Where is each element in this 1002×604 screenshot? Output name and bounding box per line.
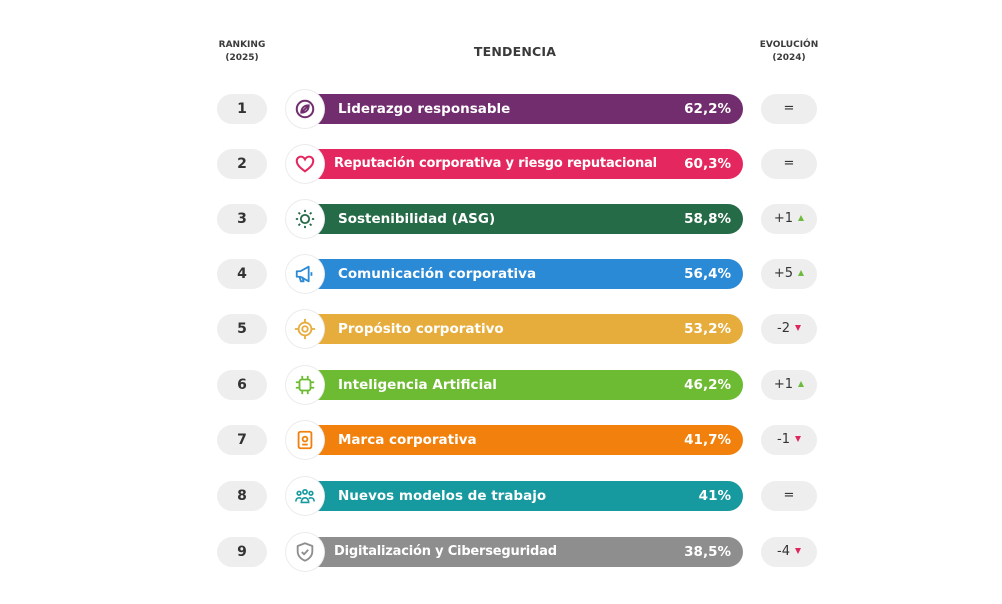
evolution-value: = [783, 488, 795, 503]
bar-value-label: 56,4% [684, 266, 731, 282]
arrow-down-icon [794, 324, 801, 331]
ranking-row: 5 Propósito corporativo 53,2% -2 [0, 309, 1002, 349]
ranking-row: 9 Digitalización y Ciberseguridad 38,5% … [0, 532, 1002, 572]
bar: Liderazgo responsable 62,2% [300, 94, 743, 124]
rank-badge: 2 [217, 149, 267, 179]
ranking-row: 7 Marca corporativa 41,7% -1 [0, 420, 1002, 460]
badge-icon [294, 429, 316, 451]
bar-label: Digitalización y Ciberseguridad [334, 544, 557, 559]
evolution-value: +5 [773, 266, 794, 281]
arrow-down-icon [794, 435, 801, 442]
bar-value-label: 38,5% [684, 544, 731, 560]
bar: Marca corporativa 41,7% [300, 425, 743, 455]
bar: Digitalización y Ciberseguridad 38,5% [300, 537, 743, 567]
bar-label: Reputación corporativa y riesgo reputaci… [334, 156, 657, 171]
bar-label: Liderazgo responsable [338, 101, 511, 117]
rank-badge: 1 [217, 94, 267, 124]
evolution-header-line1: EVOLUCIÓN [759, 40, 819, 50]
arrow-up-icon [798, 214, 805, 221]
icon-badge [286, 366, 324, 404]
arrow-up-icon [798, 380, 805, 387]
bar: Comunicación corporativa 56,4% [300, 259, 743, 289]
bar-value-label: 58,8% [684, 211, 731, 227]
rank-badge: 9 [217, 537, 267, 567]
ranking-header-line2: (2025) [225, 53, 259, 63]
team-icon [294, 485, 316, 507]
evolution-header-line2: (2024) [772, 53, 806, 63]
arrow-down-icon [794, 547, 801, 554]
icon-badge [286, 477, 324, 515]
ranking-row: 4 Comunicación corporativa 56,4% +5 [0, 254, 1002, 294]
bar: Nuevos modelos de trabajo 41% [300, 481, 743, 511]
icon-badge [286, 310, 324, 348]
rank-badge: 4 [217, 259, 267, 289]
chip-icon [294, 374, 316, 396]
evolution-badge: -4 [761, 537, 817, 567]
bar-label: Comunicación corporativa [338, 266, 537, 282]
evolution-badge: -1 [761, 425, 817, 455]
megaphone-icon [294, 263, 316, 285]
bar-label: Sostenibilidad (ASG) [338, 211, 496, 227]
rank-badge: 7 [217, 425, 267, 455]
evolution-badge: = [761, 481, 817, 511]
bar-label: Propósito corporativo [338, 321, 504, 337]
rank-badge: 3 [217, 204, 267, 234]
evolution-value: +1 [773, 211, 794, 226]
bar: Propósito corporativo 53,2% [300, 314, 743, 344]
compass-icon [294, 98, 316, 120]
bar-label: Marca corporativa [338, 432, 477, 448]
bar-label: Nuevos modelos de trabajo [338, 488, 547, 504]
evolution-badge: -2 [761, 314, 817, 344]
bar-value-label: 46,2% [684, 377, 731, 393]
shield-check-icon [294, 541, 316, 563]
evolution-badge: +1 [761, 204, 817, 234]
sun-icon [294, 208, 316, 230]
ranking-header-line1: RANKING [218, 40, 266, 50]
bar: Reputación corporativa y riesgo reputaci… [300, 149, 743, 179]
bar-value-label: 53,2% [684, 321, 731, 337]
bar-label: Inteligencia Artificial [338, 377, 497, 393]
icon-badge [286, 200, 324, 238]
ranking-row: 8 Nuevos modelos de trabajo 41% = [0, 476, 1002, 516]
rank-badge: 5 [217, 314, 267, 344]
evolution-badge: = [761, 149, 817, 179]
bar-value-label: 41,7% [684, 432, 731, 448]
evolution-value: -1 [777, 432, 790, 447]
evolution-value: = [783, 101, 795, 116]
evolution-value: -2 [777, 321, 790, 336]
evolution-badge: +1 [761, 370, 817, 400]
icon-badge [286, 533, 324, 571]
evolution-value: +1 [773, 377, 794, 392]
bar: Inteligencia Artificial 46,2% [300, 370, 743, 400]
evolution-header: EVOLUCIÓN (2024) [749, 39, 829, 65]
bar-value-label: 60,3% [684, 156, 731, 172]
target-icon [294, 318, 316, 340]
icon-badge [286, 90, 324, 128]
bar-value-label: 41% [698, 488, 731, 504]
trend-header: TENDENCIA [473, 44, 557, 59]
evolution-badge: +5 [761, 259, 817, 289]
ranking-row: 2 Reputación corporativa y riesgo reputa… [0, 144, 1002, 184]
bar-value-label: 62,2% [684, 101, 731, 117]
rank-badge: 8 [217, 481, 267, 511]
rank-badge: 6 [217, 370, 267, 400]
evolution-badge: = [761, 94, 817, 124]
icon-badge [286, 145, 324, 183]
ranking-row: 3 Sostenibilidad (ASG) 58,8% +1 [0, 199, 1002, 239]
ranking-header: RANKING (2025) [202, 39, 282, 65]
heart-icon [294, 153, 316, 175]
evolution-value: = [783, 156, 795, 171]
evolution-value: -4 [777, 544, 790, 559]
icon-badge [286, 255, 324, 293]
ranking-row: 6 Inteligencia Artificial 46,2% +1 [0, 365, 1002, 405]
bar: Sostenibilidad (ASG) 58,8% [300, 204, 743, 234]
arrow-up-icon [798, 269, 805, 276]
icon-badge [286, 421, 324, 459]
ranking-row: 1 Liderazgo responsable 62,2% = [0, 89, 1002, 129]
